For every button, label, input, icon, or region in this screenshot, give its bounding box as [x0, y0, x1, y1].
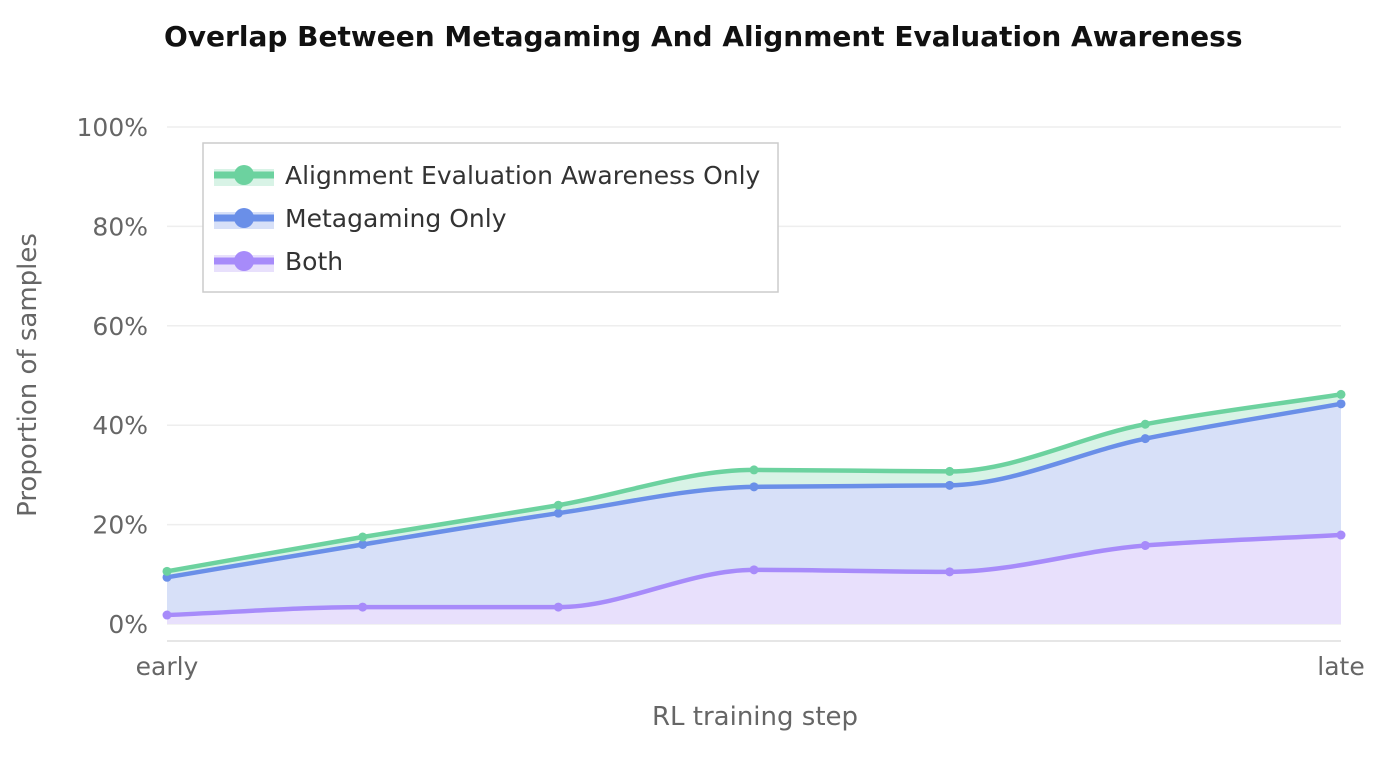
legend-label-alignment-evaluation-awareness-only: Alignment Evaluation Awareness Only [285, 161, 761, 190]
legend-label-metagaming-only: Metagaming Only [285, 204, 507, 233]
point-metagaming-only [749, 482, 759, 492]
point-both [1140, 540, 1150, 550]
legend-label-both: Both [285, 247, 343, 276]
point-alignment-evaluation-awareness-only [358, 532, 368, 542]
point-both [1336, 530, 1346, 540]
point-alignment-evaluation-awareness-only [162, 566, 172, 576]
point-alignment-evaluation-awareness-only [749, 465, 759, 475]
plot-points [162, 389, 1346, 620]
point-alignment-evaluation-awareness-only [945, 466, 955, 476]
point-both [162, 610, 172, 620]
point-metagaming-only [358, 539, 368, 549]
point-metagaming-only [553, 508, 563, 518]
point-both [553, 602, 563, 612]
plot-areas [167, 394, 1341, 624]
x-axis-ticks: early late [136, 652, 1365, 681]
x-tick-label: early [136, 652, 199, 681]
point-both [358, 602, 368, 612]
y-tick-label: 20% [92, 511, 148, 540]
legend-marker-metagaming-only [234, 208, 254, 228]
area-both [167, 535, 1341, 624]
point-metagaming-only [1336, 399, 1346, 409]
y-axis-label: Proportion of samples [13, 233, 43, 517]
point-both [749, 565, 759, 575]
point-alignment-evaluation-awareness-only [1140, 419, 1150, 429]
y-tick-label: 100% [77, 113, 148, 142]
x-axis-label: RL training step [652, 702, 858, 732]
legend-marker-both [234, 251, 254, 271]
point-both [945, 567, 955, 577]
y-axis-ticks: 0% 20% 40% 60% 80% 100% [77, 113, 148, 639]
y-tick-label: 60% [92, 312, 148, 341]
y-tick-label: 80% [92, 212, 148, 241]
area-metagaming-only [167, 403, 1341, 616]
legend: Alignment Evaluation Awareness Only Metag… [202, 142, 779, 293]
point-alignment-evaluation-awareness-only [553, 500, 563, 510]
x-tick-label: late [1317, 652, 1364, 681]
point-metagaming-only [945, 480, 955, 490]
y-tick-label: 0% [108, 610, 148, 639]
point-alignment-evaluation-awareness-only [1336, 389, 1346, 399]
legend-box [202, 142, 779, 293]
point-metagaming-only [1140, 434, 1150, 444]
legend-marker-alignment-evaluation-awareness-only [234, 165, 254, 185]
y-tick-label: 40% [92, 411, 148, 440]
chart-title: Overlap Between Metagaming And Alignment… [164, 20, 1243, 53]
